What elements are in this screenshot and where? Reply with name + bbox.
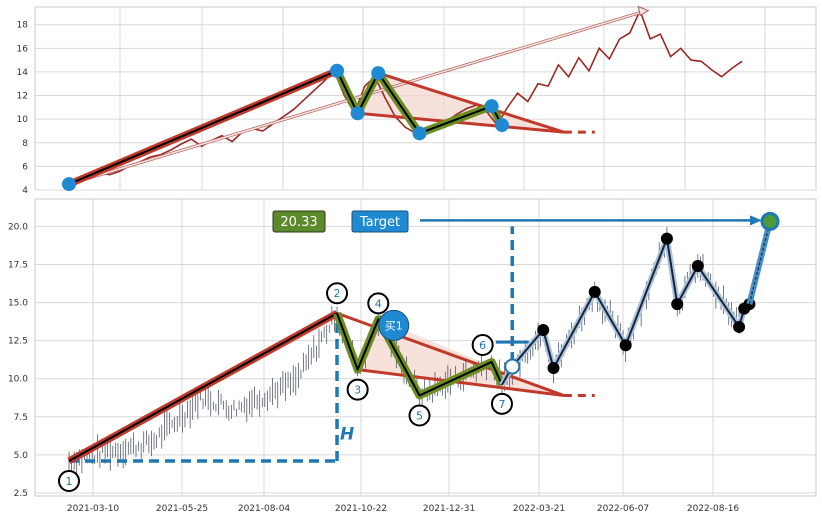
pivot-label-circle [346, 378, 369, 401]
top-panel-plot [62, 5, 743, 192]
top-trend-upper [377, 71, 565, 134]
pivot-label-circle [58, 469, 80, 492]
top-gridlines [35, 7, 816, 191]
top-pivot-marker [494, 118, 509, 133]
pivot-label: 3 [354, 384, 361, 397]
top-y-tick-label: 14 [17, 68, 29, 78]
pivot-label: 5 [416, 409, 423, 422]
target-marker [760, 211, 780, 231]
top-leg-impulse-core [68, 69, 338, 186]
top-y-tick-label: 4 [22, 186, 28, 196]
projection-marker [619, 339, 632, 352]
x-tick-label: 2021-10-22 [335, 504, 387, 514]
projection-marker [671, 298, 684, 311]
height-label: H [340, 425, 354, 445]
pivot-label: 4 [375, 297, 382, 310]
price-badge-box [272, 210, 326, 233]
breakout-marker [504, 358, 521, 375]
bottom-x-axis: 2021-03-10 2021-05-25 2021-08-04 2021-10-22… [67, 504, 740, 514]
bottom-wave-line [336, 312, 503, 397]
x-tick-label: 2021-05-25 [156, 504, 208, 514]
bottom-panel-plot: H 买1 1 2 3 4 5 6 7 [58, 211, 780, 492]
bottom-y-axis: 2.5 5.0 7.5 10.0 12.5 15.0 17.5 20.0 [8, 222, 28, 499]
pivot-label-circle [471, 333, 494, 356]
pivot-label: 7 [498, 398, 505, 411]
bottom-y-tick-label: 20.0 [8, 222, 28, 232]
pivot-label-circle [326, 282, 349, 305]
top-y-tick-label: 10 [17, 115, 29, 125]
top-target-arrowhead [637, 5, 650, 17]
x-tick-label: 2022-06-07 [597, 504, 649, 514]
top-pivot-marker [330, 63, 345, 78]
top-price-line [68, 8, 743, 185]
pivot-label-circle [490, 392, 513, 415]
bottom-y-tick-label: 5.0 [14, 451, 29, 461]
bottom-y-tick-label: 17.5 [8, 260, 28, 270]
top-y-tick-label: 12 [17, 92, 28, 102]
projection-marker [691, 260, 704, 273]
top-pivot-marker [412, 126, 427, 141]
pivot-label-circle [408, 404, 431, 427]
pivot-label: 2 [334, 287, 341, 300]
x-tick-label: 2021-12-31 [423, 504, 475, 514]
pivot-label: 6 [479, 339, 486, 352]
pivot-label: 1 [66, 475, 73, 488]
projection-marker [733, 320, 746, 333]
target-leg [748, 221, 771, 305]
top-pivot-marker [484, 99, 499, 114]
projection-marker [660, 232, 673, 245]
top-y-tick-label: 18 [17, 21, 29, 31]
bottom-y-tick-label: 7.5 [14, 413, 28, 423]
x-tick-label: 2021-08-04 [238, 504, 291, 514]
projection-marker [547, 362, 560, 375]
target-badge-box [351, 210, 409, 233]
top-pivot-marker [350, 106, 365, 121]
top-pivot-marker [371, 66, 386, 81]
top-trend-lower [357, 111, 564, 134]
pivot-label-circle [367, 292, 390, 315]
buy-marker [378, 309, 410, 341]
x-tick-label: 2022-03-21 [513, 504, 565, 514]
buy-label: 买1 [385, 319, 403, 332]
top-y-tick-label: 6 [22, 162, 28, 172]
price-badge-text: 20.33 [280, 215, 317, 230]
bottom-y-tick-label: 12.5 [8, 337, 28, 347]
x-tick-label: 2021-03-10 [67, 504, 120, 514]
top-y-tick-label: 8 [22, 139, 28, 149]
projection-marker [588, 285, 601, 298]
bottom-leg-impulse-core [68, 312, 338, 462]
price-badge: 20.33 [272, 210, 326, 233]
top-pivot-marker [62, 177, 76, 192]
top-y-tick-label: 16 [17, 44, 29, 54]
x-tick-label: 2022-08-16 [687, 504, 740, 514]
target-badge-text: Target [359, 215, 400, 230]
projection-marker [537, 323, 550, 336]
top-y-axis: 4 6 8 10 12 14 16 18 [17, 21, 29, 196]
target-badge: Target [351, 210, 409, 233]
target-arrowhead [750, 215, 762, 226]
bottom-trend-lower [357, 368, 565, 397]
bottom-y-tick-label: 15.0 [8, 299, 28, 309]
bottom-y-tick-label: 10.0 [8, 375, 28, 385]
bottom-y-tick-label: 2.5 [14, 489, 28, 499]
